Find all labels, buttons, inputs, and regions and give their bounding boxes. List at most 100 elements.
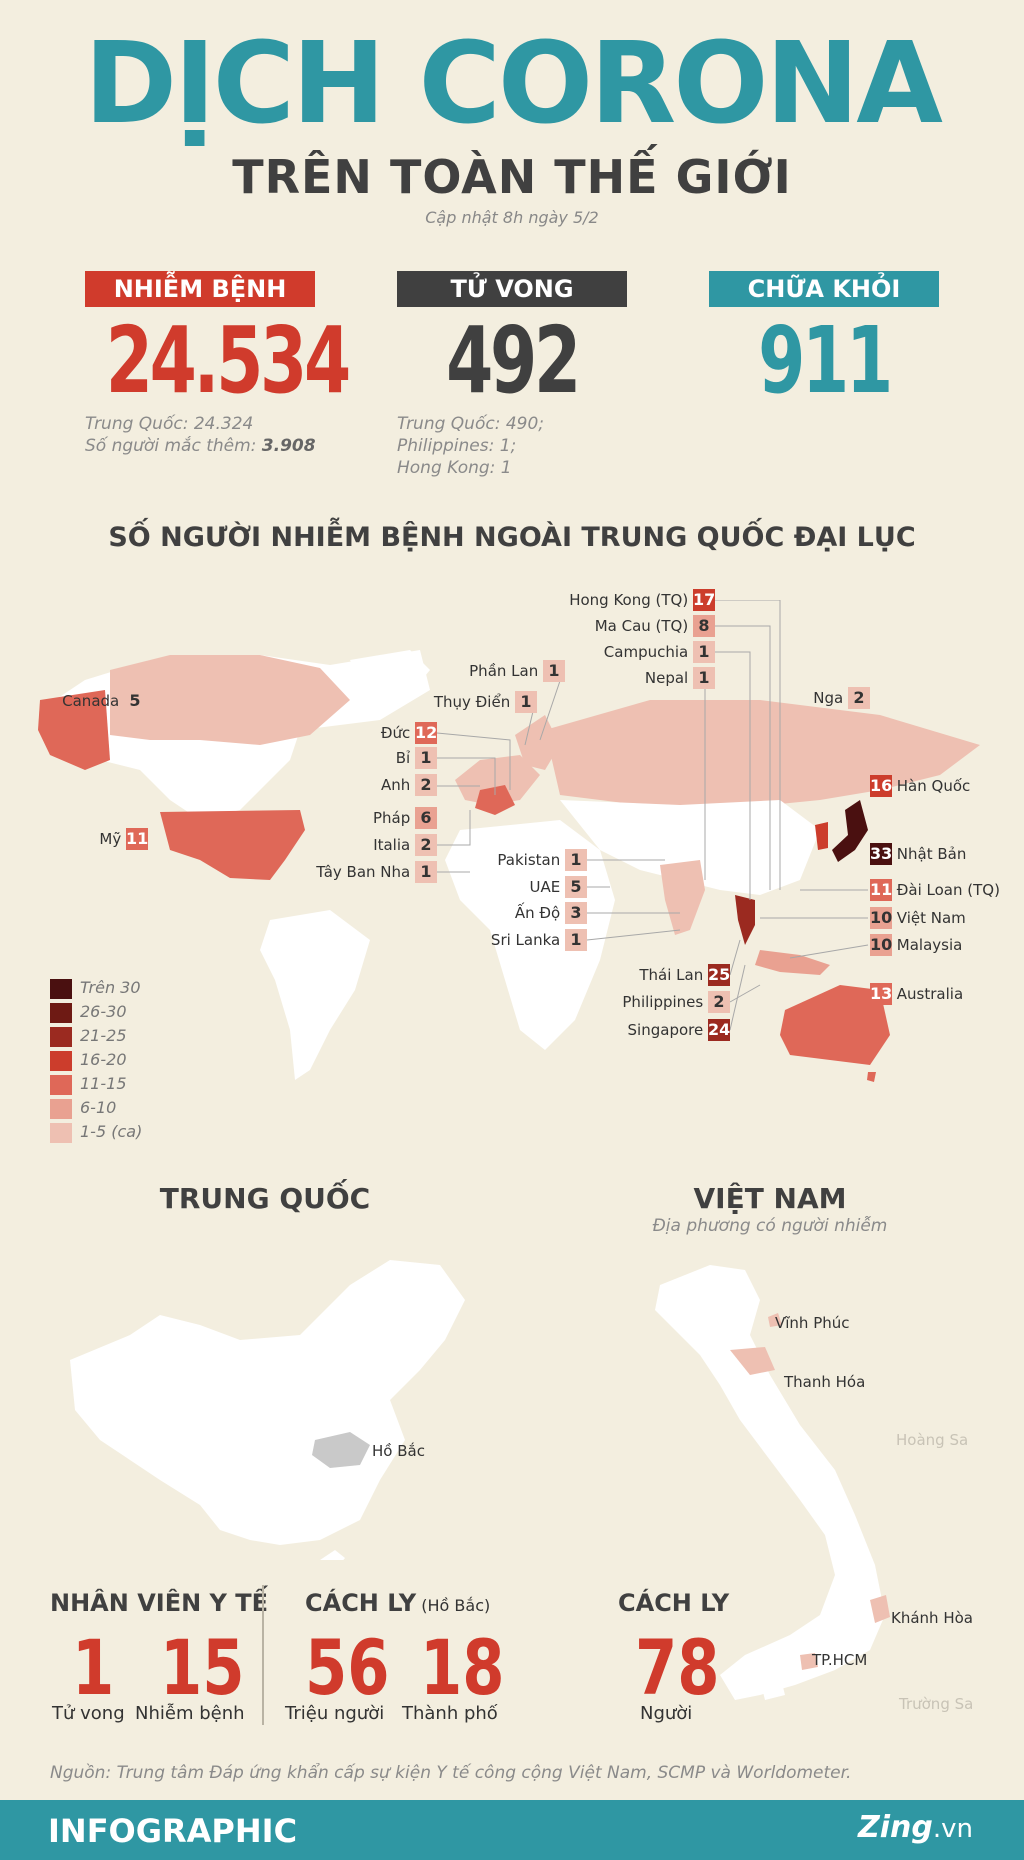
leader-italy	[437, 810, 471, 846]
value-usa: 11	[126, 828, 149, 850]
infected-label: NHIỄM BỆNH	[85, 271, 315, 307]
legend-swatch	[50, 1098, 72, 1119]
value-uk: 2	[415, 774, 437, 796]
deaths-note: Trung Quốc: 490; Philippines: 1; Hong Ko…	[397, 413, 657, 479]
leader-macau	[715, 625, 771, 890]
infected-note1-value: 24.324	[193, 414, 254, 434]
divider	[262, 1585, 264, 1725]
label-india: Ấn Độ 3	[460, 902, 587, 924]
infected-note2-label: Số người mắc thêm:	[85, 436, 257, 456]
value-singapore: 24	[708, 1019, 731, 1041]
china-map	[70, 1260, 465, 1560]
world-section-title: SỐ NGƯỜI NHIỄM BỆNH NGOÀI TRUNG QUỐC ĐẠI…	[108, 522, 916, 553]
legend-swatch	[50, 1074, 72, 1095]
vietnam-subtitle: Địa phương có người nhiễm	[652, 1216, 888, 1236]
korea-shape	[815, 822, 828, 850]
legend-swatch	[50, 1122, 72, 1143]
leader-srilanka	[586, 929, 681, 941]
india-shape	[660, 860, 705, 935]
leader-philippines	[729, 984, 761, 1003]
label-srilanka: Sri Lanka 1	[460, 929, 587, 951]
deaths-label: TỬ VONG	[397, 271, 627, 307]
medical-deaths-value: 1	[72, 1623, 115, 1712]
truongsa-label: Trường Sa	[899, 1695, 974, 1713]
label-belgium: Bỉ 1	[330, 747, 437, 769]
label-canada: Canada 5	[20, 690, 146, 712]
value-france: 6	[415, 807, 437, 829]
label-cambodia: Campuchia 1	[530, 641, 715, 663]
brand-logo[interactable]: Zing.vn	[858, 1810, 973, 1845]
legend-item: 11-15	[50, 1072, 142, 1096]
legend-item: Trên 30	[50, 976, 142, 1000]
label-korea: 16 Hàn Quốc	[870, 775, 971, 797]
value-taiwan: 11	[870, 879, 893, 901]
legend-swatch	[50, 978, 72, 999]
hoangsa-label: Hoàng Sa	[896, 1431, 969, 1449]
legend-swatch	[50, 1026, 72, 1047]
main-title: DỊCH CORONA	[84, 19, 943, 149]
value-italy: 2	[415, 834, 437, 856]
canada-shape	[110, 655, 350, 745]
label-italy: Italia 2	[330, 834, 437, 856]
value-korea: 16	[870, 775, 893, 797]
label-spain: Tây Ban Nha 1	[280, 861, 437, 883]
europe-shape	[455, 755, 540, 805]
thailand-shape	[735, 895, 755, 945]
value-australia: 13	[870, 983, 893, 1005]
value-pakistan: 1	[565, 849, 587, 871]
asia-base	[560, 800, 820, 895]
label-australia: 13 Australia	[870, 983, 964, 1005]
label-philippines: Philippines 2	[600, 991, 730, 1013]
label-japan: 33 Nhật Bản	[870, 843, 967, 865]
value-philippines: 2	[708, 991, 730, 1013]
medical-staff-block: NHÂN VIÊN Y TẾ	[50, 1589, 268, 1617]
label-malaysia: 10 Malaysia	[870, 934, 963, 956]
recovered-value: 911	[758, 307, 893, 414]
value-vietnam: 10	[870, 907, 893, 929]
label-singapore: Singapore 24	[627, 1019, 731, 1041]
label-germany: Đức 12	[380, 722, 438, 744]
label-uae: UAE 5	[460, 876, 587, 898]
label-uk: Anh 2	[330, 774, 437, 796]
hubei-shape	[312, 1432, 370, 1468]
china-shape	[70, 1260, 465, 1545]
updated-time: Cập nhật 8h ngày 5/2	[425, 208, 599, 227]
label-france: Pháp 6	[330, 807, 437, 829]
label-vietnam: 10 Việt Nam	[870, 907, 966, 929]
legend-item: 26-30	[50, 1000, 142, 1024]
leader-thailand	[729, 939, 741, 976]
leader-hongkong	[715, 600, 781, 890]
quarantine-cities-value: 18	[420, 1623, 505, 1712]
usa-shape	[160, 810, 305, 880]
leader-malaysia	[789, 944, 869, 959]
infected-note: Trung Quốc: 24.324 Số người mắc thêm: 3.…	[85, 413, 345, 457]
value-belgium: 1	[415, 747, 437, 769]
leader-belgium	[437, 757, 496, 795]
greenland-shape	[350, 650, 430, 700]
quarantine-title: CÁCH LY	[305, 1589, 417, 1617]
value-spain: 1	[415, 861, 437, 883]
subtitle: TRÊN TOÀN THẾ GIỚI	[232, 150, 792, 204]
tphcm-highlight	[800, 1653, 818, 1670]
vinhphuc-label: Vĩnh Phúc	[775, 1314, 850, 1332]
footer-bar: INFOGRAPHIC Zing.vn	[0, 1800, 1024, 1860]
recovered-label: CHỮA KHỎI	[709, 271, 939, 307]
tphcm-label: TP.HCM	[812, 1651, 868, 1669]
japan-shape	[832, 800, 868, 862]
quarantine-subtitle: (Hồ Bắc)	[421, 1596, 491, 1615]
value-germany: 12	[415, 722, 438, 744]
phuquoc-shape	[760, 1675, 785, 1700]
value-malaysia: 10	[870, 934, 893, 956]
value-canada: 5	[124, 690, 146, 712]
legend-item: 1-5 (ca)	[50, 1120, 142, 1144]
quarantine-block: CÁCH LY (Hồ Bắc)	[305, 1589, 490, 1617]
infected-note2-value: 3.908	[261, 436, 316, 456]
source-note: Nguồn: Trung tâm Đáp ứng khẩn cấp sự kiệ…	[50, 1763, 852, 1783]
value-srilanka: 1	[565, 929, 587, 951]
value-sweden: 1	[515, 691, 537, 713]
leader-cambodia	[715, 651, 751, 900]
label-hongkong: Hong Kong (TQ) 17	[569, 589, 716, 611]
value-uae: 5	[565, 876, 587, 898]
deaths-note-3: Hong Kong: 1	[397, 458, 512, 478]
map-legend: Trên 30 26-30 21-25 16-20 11-15 6-10 1-5…	[50, 976, 142, 1144]
